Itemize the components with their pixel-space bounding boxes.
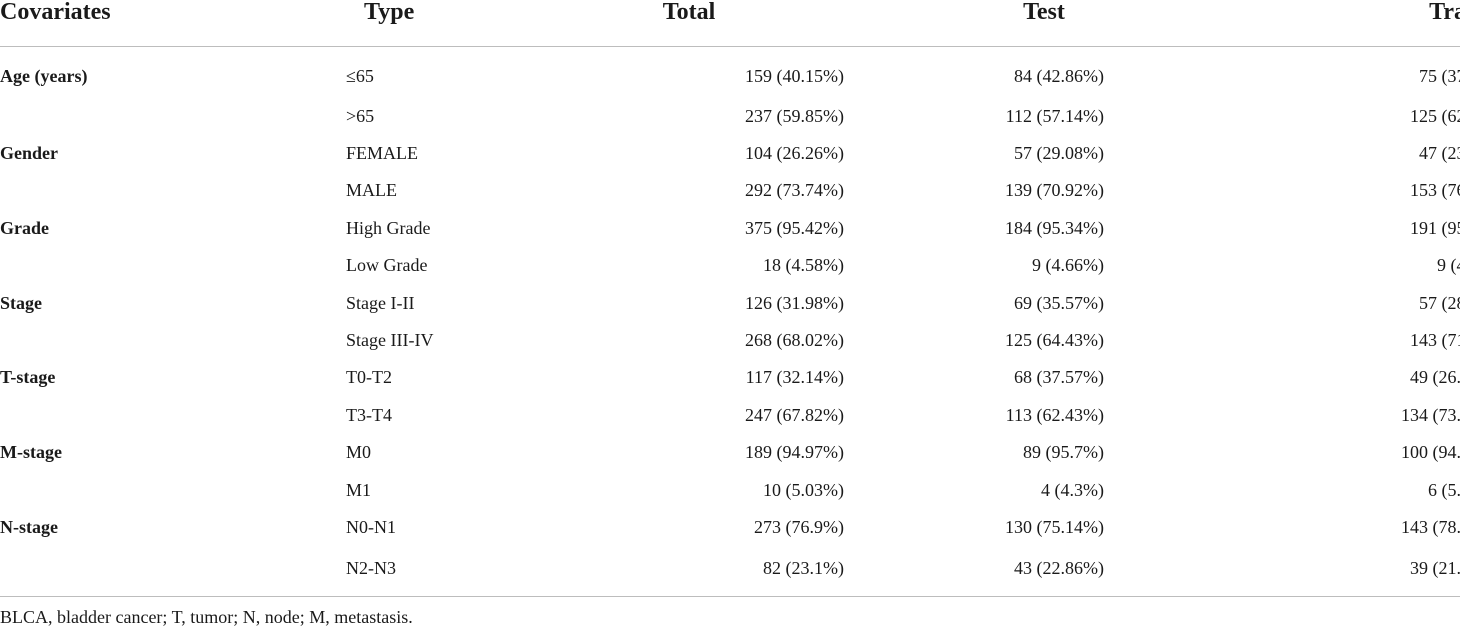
header-type: Type [364, 0, 415, 25]
table-row: N2-N3 82 (23.1%) 43 (22.86%) 39 (21.43%) [0, 546, 1460, 597]
table-row: >65 237 (59.85%) 112 (57.14%) 125 (62.5%… [0, 97, 1460, 134]
cell-covariate [0, 546, 338, 597]
cell-total: 126 (31.98%) [745, 292, 844, 313]
cell-test: 139 (70.92%) [1005, 180, 1104, 201]
cell-covariate: Gender [0, 143, 58, 164]
cell-total: 292 (73.74%) [745, 180, 844, 201]
cell-train: 134 (73.22%) [1401, 404, 1460, 425]
cell-type: Low Grade [346, 255, 428, 276]
cell-type: N0-N1 [346, 516, 396, 537]
cell-train: 47 (23.5%) [1419, 143, 1460, 164]
cell-covariate [0, 396, 338, 433]
cell-covariate [0, 247, 338, 284]
cell-test: 68 (37.57%) [1014, 367, 1104, 388]
cell-covariate: Grade [0, 217, 49, 238]
table-row: T-stage T0-T2 117 (32.14%) 68 (37.57%) 4… [0, 359, 1460, 396]
table-row: Age (years) ≤65 159 (40.15%) 84 (42.86%)… [0, 47, 1460, 98]
cell-test: 113 (62.43%) [1005, 404, 1104, 425]
table-row: N-stage N0-N1 273 (76.9%) 130 (75.14%) 1… [0, 508, 1460, 545]
cell-total: 18 (4.58%) [763, 255, 844, 276]
cell-total: 273 (76.9%) [754, 516, 844, 537]
cell-covariate [0, 471, 338, 508]
table-row: MALE 292 (73.74%) 139 (70.92%) 153 (76.5… [0, 172, 1460, 209]
header-covariates: Covariates [0, 0, 111, 25]
table-row: M-stage M0 189 (94.97%) 89 (95.7%) 100 (… [0, 434, 1460, 471]
cell-total: 247 (67.82%) [745, 404, 844, 425]
table-row: Gender FEMALE 104 (26.26%) 57 (29.08%) 4… [0, 134, 1460, 171]
covariates-table-container: Covariates Type Total Test Train Age (ye… [0, 0, 1460, 597]
cell-test: 130 (75.14%) [1005, 516, 1104, 537]
cell-covariate [0, 172, 338, 209]
cell-covariate: Age (years) [0, 66, 88, 86]
cell-type: FEMALE [346, 143, 418, 164]
cell-train: 6 (5.66%) [1428, 479, 1460, 500]
cell-train: 143 (71.5%) [1410, 330, 1460, 351]
cell-total: 375 (95.42%) [745, 217, 844, 238]
cell-test: 9 (4.66%) [1032, 255, 1104, 276]
cell-test: 57 (29.08%) [1014, 143, 1104, 164]
cell-type: M1 [346, 479, 372, 500]
cell-train: 75 (37.5%) [1419, 66, 1460, 86]
cell-test: 125 (64.43%) [1005, 330, 1104, 351]
table-row: Grade High Grade 375 (95.42%) 184 (95.34… [0, 209, 1460, 246]
cell-total: 268 (68.02%) [745, 330, 844, 351]
cell-train: 125 (62.5%) [1410, 105, 1460, 126]
cell-type: Stage III-IV [346, 330, 434, 351]
table-row: Low Grade 18 (4.58%) 9 (4.66%) 9 (4.5%) [0, 247, 1460, 284]
cell-type: Stage I-II [346, 292, 415, 313]
cell-type: T3-T4 [346, 404, 392, 425]
cell-covariate: N-stage [0, 516, 58, 537]
cell-test: 43 (22.86%) [1014, 557, 1104, 578]
cell-covariate: Stage [0, 292, 42, 313]
cell-total: 237 (59.85%) [745, 105, 844, 126]
cell-covariate: T-stage [0, 367, 56, 388]
cell-train: 49 (26.77%) [1410, 367, 1460, 388]
cell-type: ≤65 [346, 66, 374, 86]
cell-total: 159 (40.15%) [745, 66, 844, 86]
cell-test: 89 (95.7%) [1023, 442, 1104, 463]
cell-covariate [0, 97, 338, 134]
cell-covariate: M-stage [0, 442, 62, 463]
table-row: M1 10 (5.03%) 4 (4.3%) 6 (5.66%) [0, 471, 1460, 508]
cell-type: High Grade [346, 217, 431, 238]
cell-type: MALE [346, 180, 397, 201]
cell-test: 4 (4.3%) [1041, 479, 1104, 500]
cell-train: 57 (28.5%) [1419, 292, 1460, 313]
cell-type: N2-N3 [346, 557, 396, 578]
header-total: Total [662, 0, 716, 25]
cell-test: 84 (42.86%) [1014, 66, 1104, 86]
cell-total: 117 (32.14%) [745, 367, 844, 388]
cell-type: >65 [346, 105, 375, 126]
table-row: Stage III-IV 268 (68.02%) 125 (64.43%) 1… [0, 321, 1460, 358]
cell-train: 191 (95.5%) [1410, 217, 1460, 238]
cell-train: 143 (78.57%) [1401, 516, 1460, 537]
cell-train: 153 (76.5%) [1410, 180, 1460, 201]
header-test: Test [1023, 0, 1065, 25]
table-header-row: Covariates Type Total Test Train [0, 0, 1460, 47]
covariates-table: Covariates Type Total Test Train Age (ye… [0, 0, 1460, 597]
cell-test: 112 (57.14%) [1005, 105, 1104, 126]
table-row: T3-T4 247 (67.82%) 113 (62.43%) 134 (73.… [0, 396, 1460, 433]
cell-total: 10 (5.03%) [763, 479, 844, 500]
cell-type: T0-T2 [346, 367, 392, 388]
cell-train: 100 (94.34%) [1401, 442, 1460, 463]
cell-train: 39 (21.43%) [1410, 557, 1460, 578]
cell-test: 184 (95.34%) [1005, 217, 1104, 238]
cell-train: 9 (4.5%) [1437, 255, 1460, 276]
header-train: Train [1429, 0, 1460, 25]
table-footnote: BLCA, bladder cancer; T, tumor; N, node;… [0, 607, 413, 627]
cell-total: 104 (26.26%) [745, 143, 844, 164]
cell-type: M0 [346, 442, 372, 463]
table-row: Stage Stage I-II 126 (31.98%) 69 (35.57%… [0, 284, 1460, 321]
cell-covariate [0, 321, 338, 358]
cell-total: 82 (23.1%) [763, 557, 844, 578]
cell-total: 189 (94.97%) [745, 442, 844, 463]
table-body: Age (years) ≤65 159 (40.15%) 84 (42.86%)… [0, 47, 1460, 597]
cell-test: 69 (35.57%) [1014, 292, 1104, 313]
